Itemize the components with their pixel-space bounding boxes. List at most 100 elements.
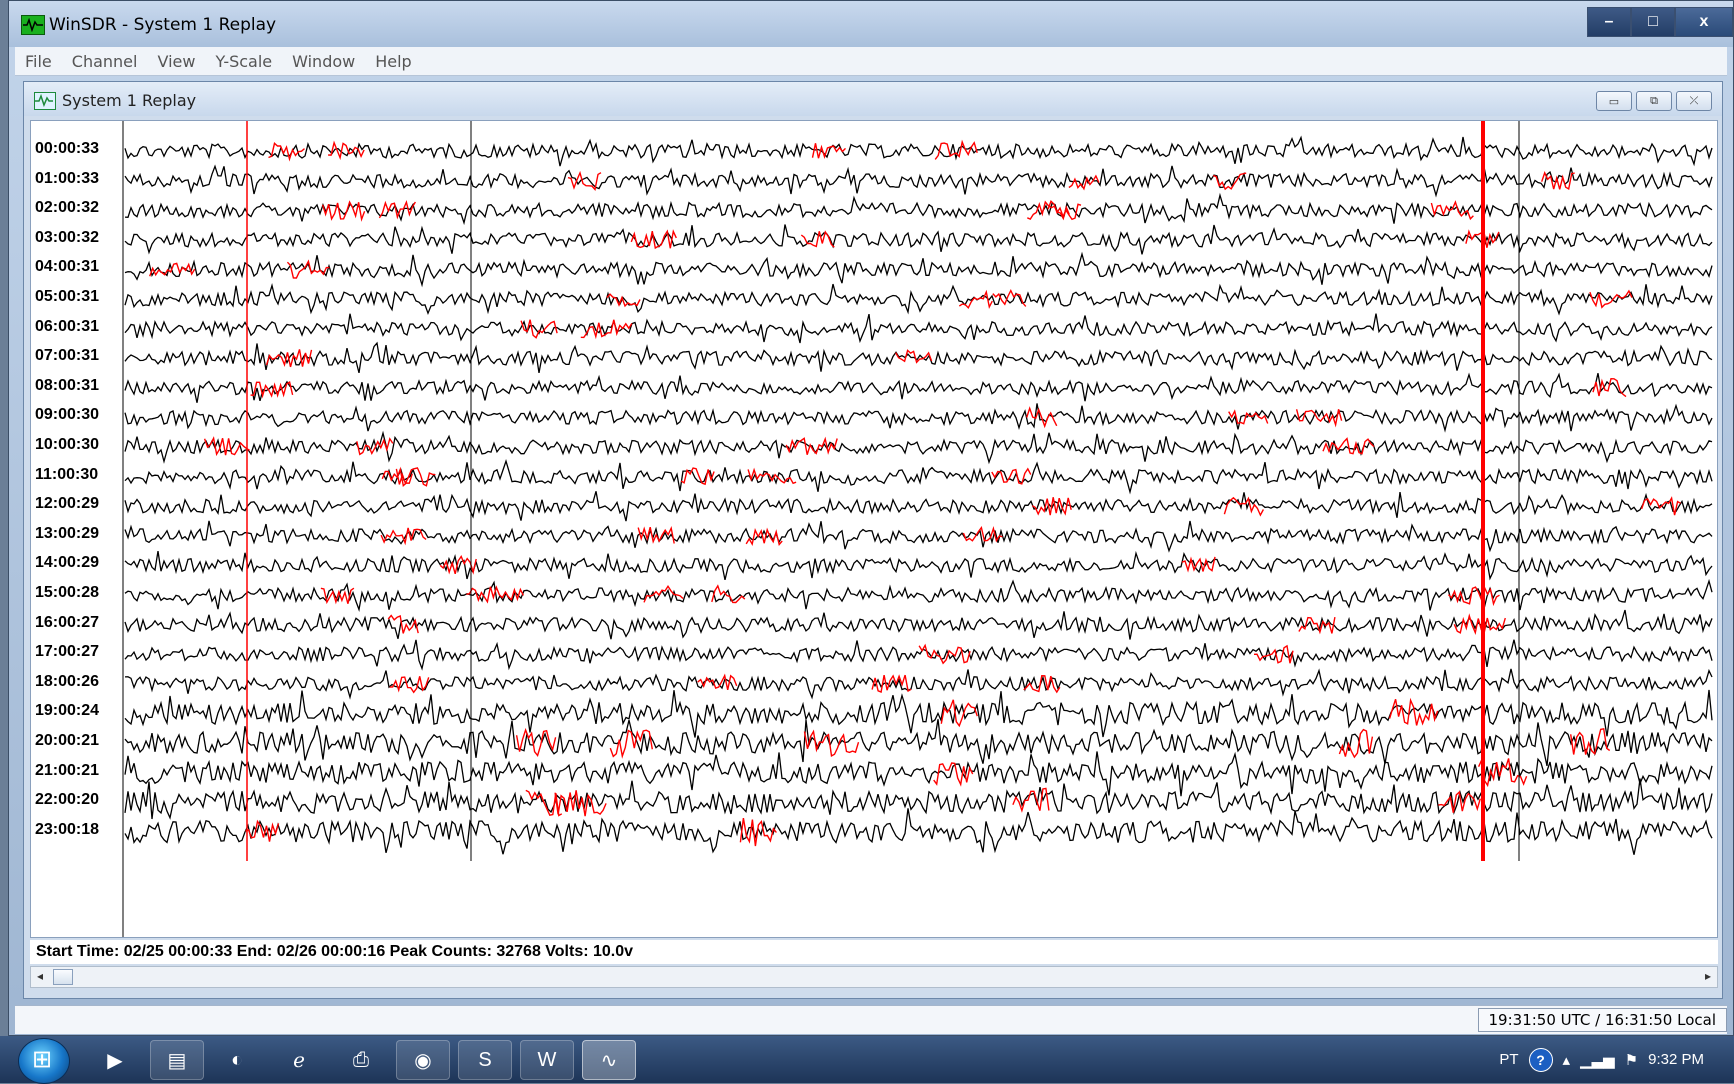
event-segment [1212, 172, 1247, 191]
child-minimize-button[interactable]: ▭ [1596, 91, 1632, 111]
network-signal-icon[interactable]: ▁▃▅ [1580, 1051, 1615, 1069]
trace-line [124, 520, 1713, 553]
word-icon[interactable]: W [520, 1040, 574, 1080]
menu-help[interactable]: Help [375, 51, 412, 71]
start-button[interactable] [18, 1038, 70, 1084]
printer-icon[interactable]: ⎙ [353, 1048, 369, 1071]
scroll-thumb[interactable] [53, 969, 73, 985]
event-segment [466, 585, 525, 604]
trace-label: 15:00:28 [35, 584, 100, 601]
status-bar: 19:31:50 UTC / 16:31:50 Local [15, 1005, 1727, 1034]
app-window: WinSDR - System 1 Replay – □ x File Chan… [8, 0, 1734, 1036]
internet-explorer-icon[interactable]: ℯ [293, 1049, 305, 1072]
trace-label: 09:00:30 [35, 406, 100, 424]
event-segment [1541, 171, 1575, 190]
flag-icon[interactable]: ⚑ [1624, 1051, 1639, 1069]
event-segment [381, 466, 413, 488]
menu-y-scale[interactable]: Y-Scale [215, 51, 273, 71]
menu-file[interactable]: File [25, 51, 52, 71]
maximize-button[interactable]: □ [1631, 7, 1675, 37]
ie-alt-icon[interactable]: ◐ [230, 1048, 244, 1071]
trace-line [124, 578, 1713, 612]
event-segment [643, 585, 684, 603]
event-segment [1223, 496, 1265, 517]
trace-time-labels: 00:00:33 01:00:33 02:00:32 03:00:32 04:00:31… [31, 121, 119, 937]
event-segment [389, 676, 430, 694]
event-segment [1181, 556, 1216, 573]
child-window-title: System 1 Replay [62, 91, 197, 110]
trace-line [124, 430, 1713, 465]
menu-window[interactable]: Window [292, 51, 356, 71]
event-segment [1012, 787, 1050, 813]
replay-info-line: Start Time: 02/25 00:00:33 End: 02/26 00… [30, 940, 1718, 964]
trace-line [124, 313, 1713, 344]
event-segment [356, 437, 394, 456]
event-segment [1026, 406, 1058, 429]
seismogram-plot[interactable]: 00:00:33 01:00:33 02:00:32 03:00:32 04:00:31… [30, 120, 1718, 938]
event-segment [785, 436, 838, 455]
event-segment [520, 319, 558, 339]
trace-label: 12:00:29 [35, 495, 100, 513]
trace-line [124, 403, 1713, 433]
event-segment [286, 259, 330, 279]
trace-label: 10:00:30 [35, 436, 100, 453]
menu-view[interactable]: View [157, 51, 196, 71]
trace-label: 01:00:33 [35, 169, 100, 187]
event-segment [1253, 644, 1294, 664]
event-segment [580, 319, 633, 340]
trace-line [124, 719, 1713, 767]
trace-label: 13:00:29 [35, 524, 100, 542]
scroll-left-arrow-icon[interactable]: ◂ [37, 969, 44, 983]
event-segment [268, 141, 305, 162]
close-button[interactable]: x [1675, 7, 1733, 37]
replay-child-window: System 1 Replay ▭ ⧉ ⤫ 00:00:33 01:00:33 02… [23, 81, 1723, 999]
event-segment [697, 673, 738, 690]
child-title-bar[interactable]: System 1 Replay ▭ ⧉ ⤫ [24, 82, 1722, 116]
trace-line [124, 283, 1713, 316]
trace-line [124, 164, 1713, 198]
event-segment [992, 289, 1027, 307]
event-segment [554, 790, 607, 817]
event-segment [321, 200, 366, 222]
window-title: WinSDR - System 1 Replay [49, 15, 277, 35]
event-segment [1068, 174, 1100, 191]
system-tray: PT ? ▴ ▁▃▅ ⚑ 9:32 PM [1499, 1036, 1734, 1083]
trace-label: 03:00:32 [35, 228, 100, 246]
scroll-right-arrow-icon[interactable]: ▸ [1704, 969, 1711, 983]
clock[interactable]: 9:32 PM [1648, 1051, 1704, 1068]
help-icon[interactable]: ? [1528, 1047, 1553, 1072]
event-segment [567, 170, 602, 192]
trace-line [124, 639, 1713, 671]
event-segment [991, 467, 1032, 485]
event-segment [1430, 200, 1474, 221]
event-segment [1453, 613, 1506, 636]
menu-channel[interactable]: Channel [71, 51, 138, 71]
seismogram-icon [34, 92, 56, 110]
trace-line [124, 668, 1713, 700]
language-indicator[interactable]: PT [1499, 1051, 1519, 1068]
winsdr-taskbar-icon[interactable]: ∿ [582, 1040, 636, 1080]
event-segment [811, 143, 846, 159]
event-segment [1298, 616, 1336, 635]
title-bar[interactable]: WinSDR - System 1 Replay – □ x [9, 1, 1733, 47]
file-explorer-icon[interactable]: ▤ [150, 1040, 204, 1080]
trace-line [124, 550, 1713, 581]
trace-line [124, 251, 1713, 288]
event-segment [1438, 790, 1481, 813]
event-segment [1570, 727, 1611, 756]
trace-line [124, 224, 1713, 255]
event-segment [637, 525, 675, 544]
event-segment [711, 584, 746, 604]
chrome-icon[interactable]: ◉ [396, 1040, 450, 1080]
skype-icon[interactable]: S [458, 1040, 512, 1080]
horizontal-scrollbar[interactable]: ◂ ▸ [30, 966, 1718, 988]
child-close-button[interactable]: ⤫ [1676, 91, 1712, 111]
trace-line [124, 192, 1713, 226]
show-hidden-icons-icon[interactable]: ▴ [1562, 1051, 1571, 1069]
minimize-button[interactable]: – [1587, 7, 1631, 37]
trace-line [124, 372, 1713, 403]
trace-line [124, 341, 1713, 374]
event-segment [933, 762, 974, 787]
media-player-icon[interactable]: ▶ [107, 1049, 123, 1072]
child-restore-button[interactable]: ⧉ [1636, 91, 1672, 111]
